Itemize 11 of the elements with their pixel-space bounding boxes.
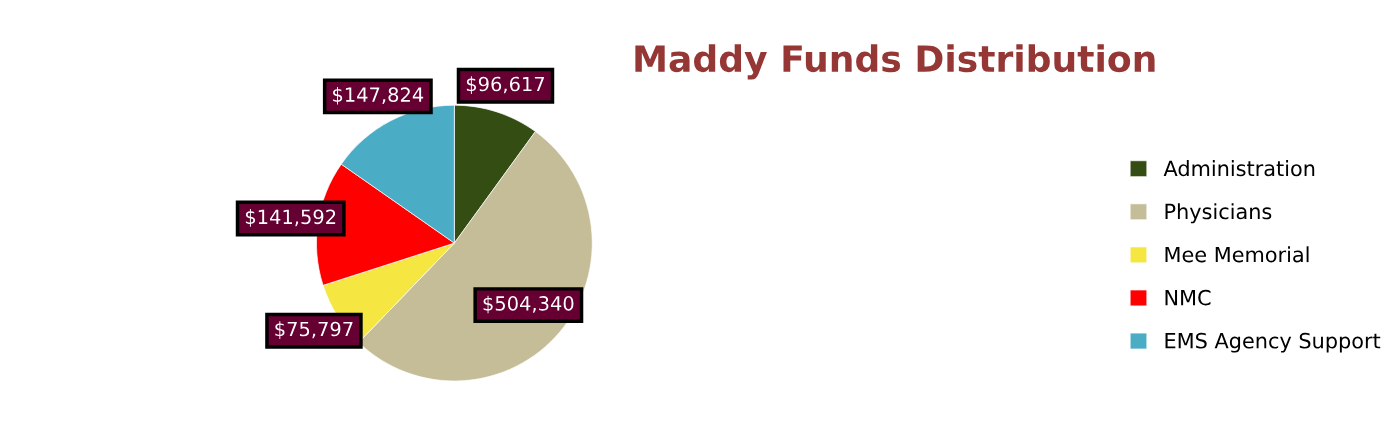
legend-label: NMC: [1165, 289, 1211, 306]
legend-label: Mee Memorial: [1165, 246, 1309, 263]
legend-label: Physicians: [1165, 203, 1272, 224]
legend-label: EMS Agency Support: [1165, 332, 1381, 353]
data-label: $504,340: [483, 295, 574, 314]
legend-label: Administration: [1163, 160, 1315, 177]
data-label: $75,797: [275, 321, 353, 339]
chart-title: Maddy Funds Distribution: [635, 44, 1155, 80]
data-label: $147,824: [333, 86, 424, 105]
data-label: $141,592: [245, 209, 336, 227]
data-label: $96,617: [466, 76, 545, 94]
